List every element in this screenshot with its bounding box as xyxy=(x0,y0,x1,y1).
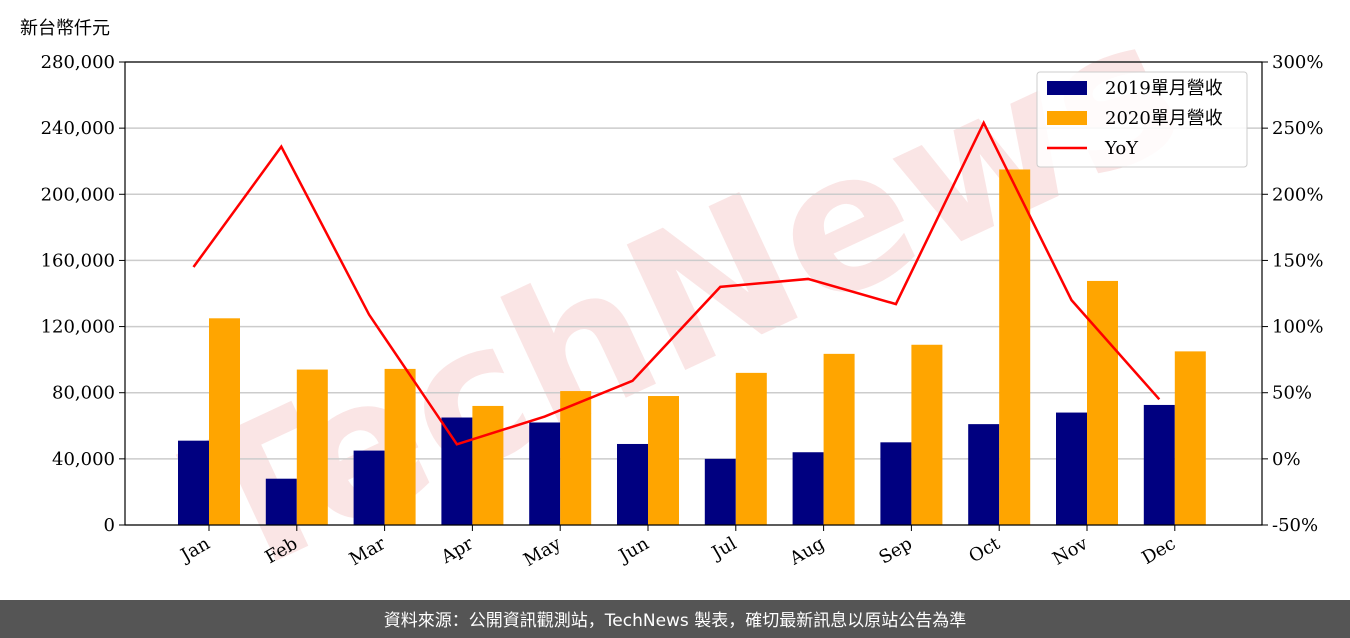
y2-tick-label: 250% xyxy=(1272,118,1323,139)
y-tick-label: 120,000 xyxy=(41,317,115,338)
y-tick-label: 160,000 xyxy=(41,250,115,271)
bar xyxy=(911,344,943,525)
y-tick-label: 240,000 xyxy=(41,118,115,139)
y-tick-label: 80,000 xyxy=(52,383,115,404)
y2-tick-label: 200% xyxy=(1272,184,1323,205)
y2-tick-label: 50% xyxy=(1272,383,1312,404)
bar xyxy=(178,440,209,525)
bar xyxy=(209,318,240,525)
footer-text: 資料來源：公開資訊觀測站，TechNews 製表，確切最新訊息以原站公告為準 xyxy=(384,611,966,631)
bar xyxy=(648,396,679,525)
bar xyxy=(384,368,416,525)
bar xyxy=(1143,404,1175,525)
x-tick-label: Oct xyxy=(965,533,1004,568)
legend-box xyxy=(1036,71,1248,168)
bar xyxy=(792,452,824,525)
x-tick-label: Jul xyxy=(707,533,741,565)
y-axis-label: 新台幣仟元 xyxy=(20,18,110,39)
legend-label: 2020單月營收 xyxy=(1105,108,1223,129)
y-tick-label: 280,000 xyxy=(41,52,115,73)
x-tick-label: Nov xyxy=(1049,533,1092,570)
x-tick-label: May xyxy=(520,533,565,571)
x-tick-label: Apr xyxy=(437,533,477,568)
bar xyxy=(296,369,328,525)
bar xyxy=(880,442,912,525)
bar xyxy=(1174,351,1206,525)
plot-frame xyxy=(124,61,1263,526)
legend-label: YoY xyxy=(1104,138,1139,159)
bar xyxy=(1056,412,1087,525)
bar xyxy=(441,417,473,525)
footer-bar xyxy=(0,600,1350,638)
y2-tick-label: 150% xyxy=(1272,250,1323,271)
x-tick-label: Jan xyxy=(176,533,214,567)
y-tick-label: 200,000 xyxy=(41,184,115,205)
bar xyxy=(968,424,1000,525)
bar xyxy=(617,443,648,525)
bar xyxy=(999,169,1031,525)
bar xyxy=(704,458,736,525)
bar xyxy=(265,478,297,525)
y2-tick-label: 300% xyxy=(1272,52,1323,73)
bar xyxy=(353,450,385,525)
y2-tick-label: -50% xyxy=(1272,515,1318,536)
bar xyxy=(735,372,767,525)
bar xyxy=(1087,280,1118,525)
x-tick-label: Jun xyxy=(614,533,653,568)
y2-tick-label: 0% xyxy=(1272,449,1301,470)
x-tick-label: Sep xyxy=(876,533,916,568)
line xyxy=(192,120,1161,446)
x-tick-label: Dec xyxy=(1138,533,1179,569)
bar xyxy=(472,405,504,525)
y-tick-label: 0 xyxy=(104,515,115,536)
bar xyxy=(560,391,592,525)
y2-tick-label: 100% xyxy=(1272,317,1323,338)
legend-swatch xyxy=(1047,81,1087,95)
y-tick-label: 40,000 xyxy=(52,449,115,470)
x-tick-label: Aug xyxy=(785,533,828,570)
bar xyxy=(823,353,855,525)
legend-label: 2019單月營收 xyxy=(1105,78,1223,99)
bar xyxy=(529,422,561,525)
legend-swatch xyxy=(1047,111,1087,125)
